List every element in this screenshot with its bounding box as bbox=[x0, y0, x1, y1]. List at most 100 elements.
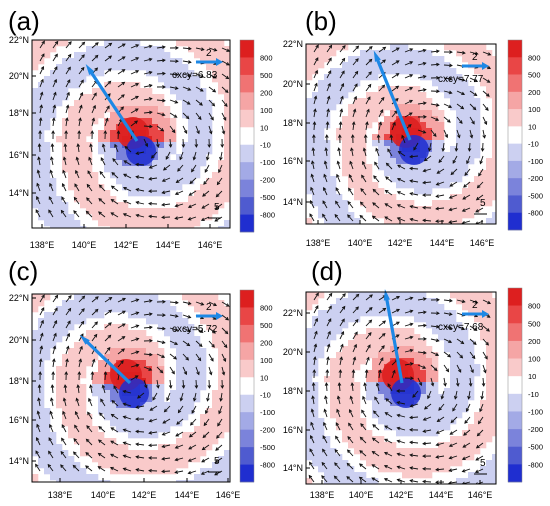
wind-vector-head bbox=[423, 115, 427, 119]
shade-cell bbox=[62, 88, 69, 95]
shade-cell bbox=[312, 110, 319, 117]
wind-vector-head bbox=[41, 40, 45, 45]
shade-cell bbox=[450, 44, 457, 51]
shade-cell bbox=[158, 426, 165, 433]
wind-vector bbox=[216, 431, 223, 439]
shade-cell bbox=[110, 336, 117, 343]
wind-vector bbox=[143, 58, 152, 62]
shade-cell bbox=[378, 340, 385, 347]
wind-vector-head bbox=[112, 158, 116, 162]
shade-cell bbox=[98, 372, 105, 379]
shade-cell bbox=[80, 354, 87, 361]
lat-tick-label: 14°N bbox=[283, 463, 303, 473]
wind-vector bbox=[443, 312, 452, 315]
shade-cell bbox=[390, 292, 397, 299]
wind-vector bbox=[110, 467, 119, 472]
shade-cell bbox=[68, 178, 75, 185]
shade-cell bbox=[336, 304, 343, 311]
wind-vector-head bbox=[355, 306, 359, 311]
shade-cell bbox=[200, 444, 207, 451]
shade-cell bbox=[224, 396, 230, 403]
shade-cell bbox=[474, 206, 481, 213]
panel-frame bbox=[31, 39, 231, 229]
shade-cell bbox=[402, 454, 409, 461]
wind-vector bbox=[165, 151, 171, 160]
shade-cell bbox=[104, 160, 111, 167]
shade-cell bbox=[318, 194, 325, 201]
wind-vector-head bbox=[81, 295, 86, 300]
shade-cell bbox=[194, 214, 201, 221]
shade-cell bbox=[450, 376, 457, 383]
shade-cell bbox=[116, 226, 123, 228]
wind-vector-head bbox=[148, 312, 153, 316]
wind-vector bbox=[469, 338, 477, 345]
shade-cell bbox=[56, 336, 63, 343]
wind-vector bbox=[143, 313, 152, 316]
wind-vector bbox=[162, 444, 171, 448]
shade-cell bbox=[390, 146, 397, 153]
wind-vector-head bbox=[161, 45, 166, 50]
shade-cell bbox=[480, 424, 487, 431]
shade-cell bbox=[224, 462, 230, 469]
shade-cell bbox=[306, 370, 313, 377]
shade-cell bbox=[44, 46, 51, 53]
shade-cell bbox=[360, 152, 367, 159]
wind-vector-head bbox=[387, 383, 391, 387]
shade-cell bbox=[378, 376, 385, 383]
shade-cell bbox=[408, 62, 415, 69]
shade-cell bbox=[312, 328, 319, 335]
shade-cell bbox=[86, 106, 93, 113]
wind-vector-head bbox=[314, 69, 318, 74]
shade-cell bbox=[462, 158, 469, 165]
wind-vector-head bbox=[409, 479, 414, 483]
shade-cell bbox=[450, 164, 457, 171]
wind-vector-head bbox=[353, 343, 357, 348]
wind-vector bbox=[372, 202, 380, 209]
shade-cell bbox=[318, 430, 325, 437]
shade-cell bbox=[116, 202, 123, 209]
shade-cell bbox=[372, 92, 379, 99]
shade-cell bbox=[330, 104, 337, 111]
wind-vector bbox=[104, 55, 112, 62]
wind-vector-head bbox=[312, 121, 317, 125]
shade-cell bbox=[348, 62, 355, 69]
wind-vector bbox=[475, 468, 484, 473]
wind-vector bbox=[143, 366, 152, 371]
shade-cell bbox=[152, 456, 159, 463]
shade-cell bbox=[116, 64, 123, 71]
colorbar-swatch bbox=[508, 109, 522, 127]
shade-cell bbox=[474, 448, 481, 455]
wind-vector bbox=[384, 452, 393, 457]
shade-cell bbox=[390, 206, 397, 213]
shade-cell bbox=[56, 372, 63, 379]
shade-cell bbox=[182, 82, 189, 89]
wind-vector bbox=[404, 323, 413, 327]
shade-cell bbox=[438, 418, 445, 425]
wind-vector-head bbox=[99, 170, 104, 175]
shade-cell bbox=[116, 82, 123, 89]
shade-cell bbox=[158, 64, 165, 71]
shade-cell bbox=[354, 194, 361, 201]
shade-cell bbox=[474, 152, 481, 159]
wind-vector-head bbox=[382, 307, 387, 312]
shade-cell bbox=[212, 480, 219, 482]
shade-cell bbox=[98, 112, 105, 119]
shade-cell bbox=[390, 346, 397, 353]
wind-vector bbox=[456, 51, 465, 54]
wind-vector bbox=[38, 157, 41, 166]
shade-cell bbox=[372, 116, 379, 123]
shade-cell bbox=[474, 292, 481, 299]
shade-cell bbox=[146, 130, 153, 137]
shade-cell bbox=[176, 420, 183, 427]
shade-cell bbox=[372, 460, 379, 467]
wind-vector-head bbox=[81, 308, 85, 312]
shade-cell bbox=[360, 176, 367, 183]
shade-cell bbox=[306, 400, 313, 407]
wind-vector-head bbox=[185, 115, 190, 120]
shade-cell bbox=[354, 110, 361, 117]
shade-cell bbox=[372, 364, 379, 371]
shade-cell bbox=[98, 390, 105, 397]
wind-vector-head bbox=[359, 450, 364, 454]
wind-vector bbox=[130, 83, 139, 88]
wind-vector-head bbox=[135, 429, 139, 434]
